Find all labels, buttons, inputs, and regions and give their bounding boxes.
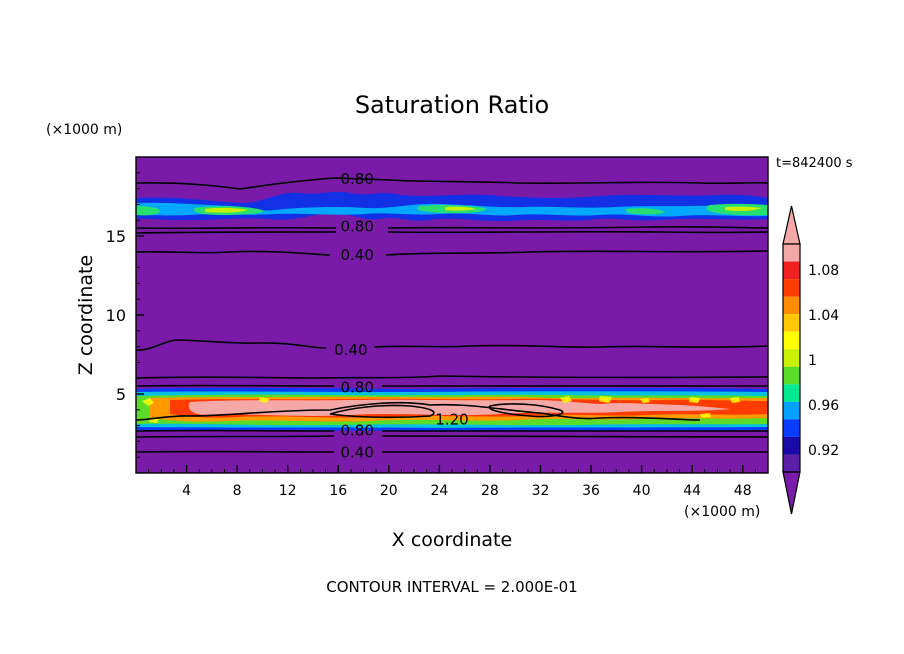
x-unit-label: (×1000 m)	[684, 504, 760, 520]
contour-line	[329, 404, 435, 419]
contour-line	[136, 435, 768, 438]
colorbar-label: 1.08	[808, 263, 839, 279]
contour-line	[136, 375, 768, 379]
contour-label: 0.80	[340, 170, 373, 188]
x-tick-label: 40	[633, 483, 651, 499]
colorbar-swatch	[783, 244, 800, 262]
contour-line	[136, 177, 768, 190]
colorbar-swatch	[783, 454, 800, 472]
colorbar-swatch	[783, 331, 800, 350]
colorbar-label: 1.04	[808, 308, 839, 324]
contour-label: 0.40	[334, 341, 367, 359]
x-tick-label: 36	[582, 483, 600, 499]
x-axis-label: X coordinate	[392, 529, 512, 551]
colorbar-swatch	[783, 349, 800, 367]
upper-band	[136, 191, 768, 222]
y-tick-label: 15	[106, 227, 126, 246]
colorbar-frame	[782, 243, 801, 473]
contour-interval-label: CONTOUR INTERVAL = 2.000E-01	[326, 578, 577, 596]
contour-labels: 0.80 0.80 0.40 0.40 0.80 1.20 0.80 0.40	[334, 170, 469, 461]
contour-label: 0.80	[340, 379, 373, 397]
y-axis-label: Z coordinate	[75, 255, 97, 375]
contour-line	[136, 250, 768, 256]
field-area: 0.80 0.80 0.40 0.40 0.80 1.20 0.80 0.40	[136, 157, 768, 473]
lower-band-pink	[188, 399, 731, 416]
colorbar-swatch	[783, 401, 800, 420]
contour-line	[136, 339, 768, 351]
colorbar-swatch	[783, 296, 800, 315]
colorbar-under-arrow	[782, 471, 801, 515]
x-tick-label: 48	[734, 483, 752, 499]
colorbar-over-arrow	[782, 205, 801, 245]
contour-line	[136, 230, 768, 234]
colorbar: 0.92 0.96 1 1.04 1.08	[782, 205, 839, 515]
contour-line	[488, 403, 564, 418]
colorbar-swatch	[783, 261, 800, 280]
contour-label: 0.80	[340, 218, 373, 236]
contour-label: 1.20	[435, 410, 468, 428]
colorbar-swatch	[783, 279, 800, 297]
colorbar-swatch	[783, 314, 800, 332]
x-tick-label: 12	[279, 483, 297, 499]
contour-label: 0.40	[340, 246, 373, 264]
colorbar-swatch	[783, 384, 800, 402]
y-unit-label: (×1000 m)	[46, 122, 122, 138]
x-tick-label: 44	[683, 483, 701, 499]
contour-line	[136, 225, 768, 230]
colorbar-swatch	[783, 419, 800, 437]
y-tick-label: 10	[106, 306, 126, 325]
colorbar-label: 1	[808, 353, 817, 369]
x-tick-label: 20	[380, 483, 398, 499]
contour-line	[136, 401, 701, 421]
x-tick-label: 32	[532, 483, 550, 499]
colorbar-label: 0.96	[808, 398, 839, 414]
x-tick-label: 16	[329, 483, 347, 499]
contour-lines	[136, 177, 768, 453]
lower-band	[136, 387, 768, 431]
contour-label: 0.40	[340, 443, 373, 461]
x-axis: 4 8 12 16 20 24 28 32 36 40 44 48	[148, 465, 756, 499]
chart-title: Saturation Ratio	[355, 91, 549, 119]
colorbar-label: 0.92	[808, 443, 839, 459]
y-tick-label: 5	[116, 385, 126, 404]
x-tick-label: 4	[182, 483, 191, 499]
contour-label: 0.80	[340, 421, 373, 439]
colorbar-swatch	[783, 366, 800, 385]
x-tick-label: 28	[481, 483, 499, 499]
colorbar-swatch	[783, 436, 800, 455]
y-axis: 5 10 15	[106, 172, 144, 458]
x-tick-label: 24	[430, 483, 448, 499]
x-tick-label: 8	[233, 483, 242, 499]
time-label: t=842400 s	[776, 156, 853, 171]
